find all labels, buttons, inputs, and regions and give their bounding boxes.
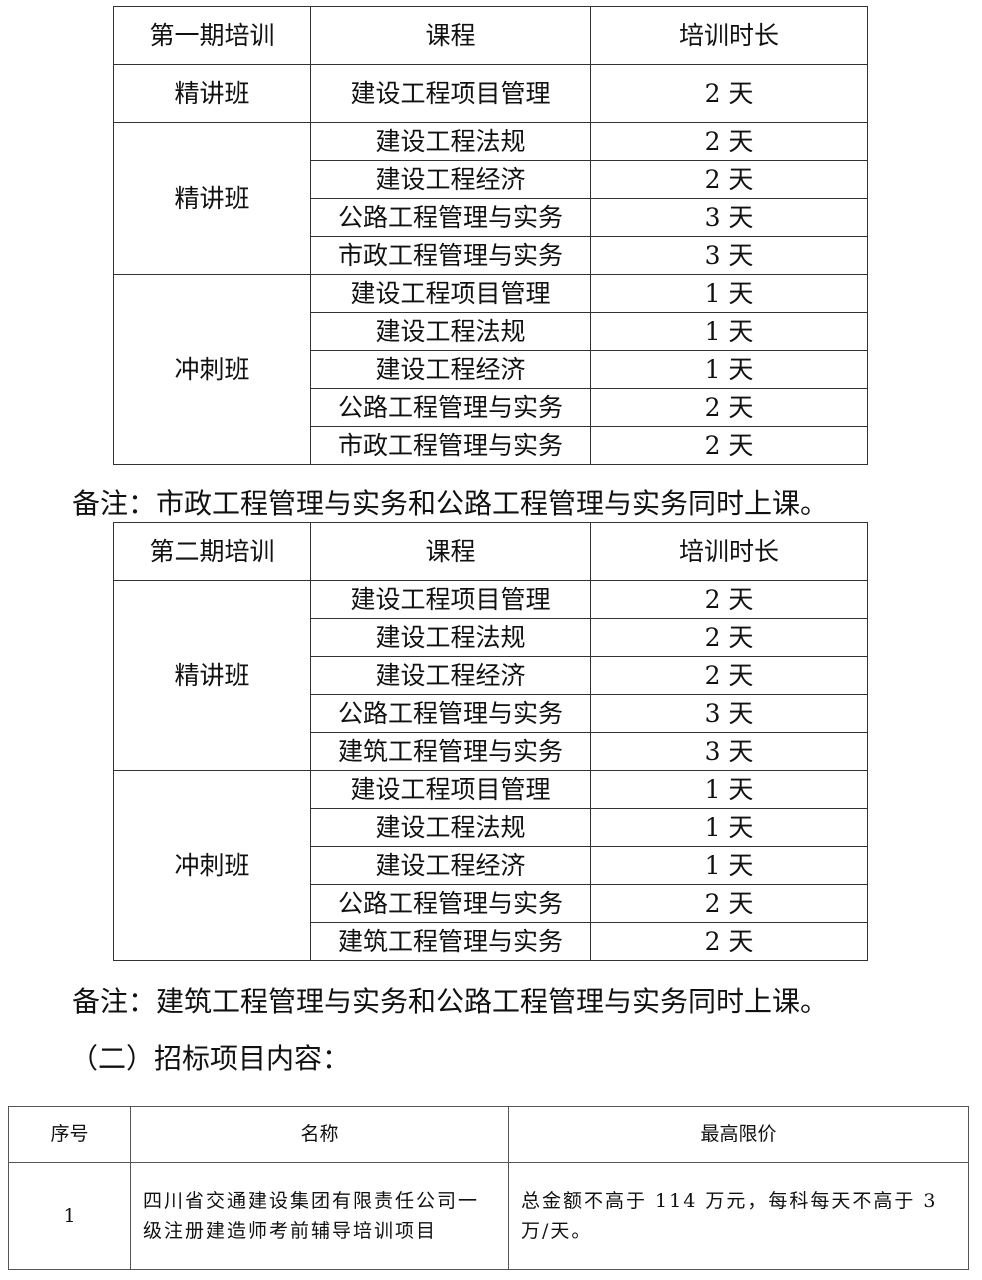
table-row: 建筑工程管理与实务 2 天 (114, 922, 868, 961)
course-cell: 市政工程管理与实务 (310, 236, 591, 275)
duration-cell: 1 天 (590, 350, 868, 389)
course-cell: 公路工程管理与实务 (310, 694, 591, 733)
course-cell: 建筑工程管理与实务 (310, 732, 591, 771)
table-row: 精讲班 建设工程项目管理 2 天 (113, 580, 868, 771)
duration-cell: 1 天 (590, 770, 868, 809)
course-cell: 公路工程管理与实务 (310, 388, 591, 427)
table-row: 公路工程管理与实务 2 天 (114, 388, 868, 427)
duration-cell: 2 天 (590, 426, 868, 465)
header-index: 序号 (8, 1106, 131, 1163)
class-type-cell: 精讲班 (113, 580, 311, 771)
duration-cell: 1 天 (590, 274, 868, 313)
header-cell: 培训时长 (590, 6, 868, 65)
table-row: 冲刺班 建设工程项目管理 1 天 (113, 274, 868, 465)
class-type-cell: 精讲班 (113, 122, 311, 275)
first-phase-training-table: 第一期培训 课程 培训时长 精讲班 建设工程项目管理 2 天精讲班 建设工程法规 2 天建设工… (113, 6, 868, 465)
header-name: 名称 (130, 1106, 509, 1163)
table-row: 建设工程经济 1 天 (114, 350, 868, 389)
row-index: 1 (8, 1162, 131, 1270)
table-row: 建筑工程管理与实务 3 天 (114, 732, 868, 771)
course-cell: 公路工程管理与实务 (310, 198, 591, 237)
row-name: 四川省交通建设集团有限责任公司一级注册建造师考前辅导培训项目 (130, 1162, 509, 1270)
duration-cell: 2 天 (590, 618, 868, 657)
section-heading: （二）招标项目内容： (70, 1042, 351, 1075)
course-cell: 建设工程项目管理 (310, 770, 591, 809)
duration-cell: 2 天 (590, 388, 868, 427)
course-cell: 建设工程法规 (310, 808, 591, 847)
course-cell: 建设工程项目管理 (310, 274, 591, 313)
header-cell: 课程 (310, 6, 591, 65)
duration-cell: 3 天 (590, 694, 868, 733)
duration-cell: 2 天 (590, 656, 868, 695)
table-row: 建设工程经济 2 天 (114, 656, 868, 695)
duration-cell: 2 天 (590, 580, 868, 619)
row-max-price: 总金额不高于 114 万元，每科每天不高于 3 万/天。 (508, 1162, 969, 1270)
duration-cell: 3 天 (590, 732, 868, 771)
header-cell: 课程 (310, 522, 591, 581)
duration-cell: 1 天 (590, 846, 868, 885)
table-row: 公路工程管理与实务 3 天 (114, 694, 868, 733)
course-cell: 建设工程项目管理 (310, 64, 591, 123)
course-cell: 建设工程经济 (310, 846, 591, 885)
table-row: 公路工程管理与实务 2 天 (114, 884, 868, 923)
header-max-price: 最高限价 (508, 1106, 969, 1163)
duration-cell: 3 天 (590, 198, 868, 237)
course-cell: 建设工程经济 (310, 656, 591, 695)
duration-cell: 1 天 (590, 808, 868, 847)
table-row: 建设工程法规 2 天 (114, 618, 868, 657)
tender-project-table: 序号 名称 最高限价 1 四川省交通建设集团有限责任公司一级注册建造师考前辅导培训项目… (8, 1106, 969, 1270)
header-cell: 第一期培训 (113, 6, 311, 65)
table-row: 建设工程经济 2 天 (114, 160, 868, 199)
course-cell: 建设工程经济 (310, 350, 591, 389)
duration-cell: 2 天 (590, 922, 868, 961)
course-cell: 建设工程法规 (310, 122, 591, 161)
duration-cell: 2 天 (590, 64, 868, 123)
table-row: 冲刺班 建设工程项目管理 1 天 (113, 770, 868, 961)
duration-cell: 2 天 (590, 122, 868, 161)
note-2: 备注：建筑工程管理与实务和公路工程管理与实务同时上课。 (72, 985, 829, 1018)
course-cell: 公路工程管理与实务 (310, 884, 591, 923)
course-cell: 建设工程法规 (310, 312, 591, 351)
note-1: 备注：市政工程管理与实务和公路工程管理与实务同时上课。 (72, 487, 829, 520)
class-type-cell: 精讲班 (113, 64, 311, 123)
header-cell: 培训时长 (590, 522, 868, 581)
second-phase-training-table: 第二期培训 课程 培训时长 精讲班 建设工程项目管理 2 天建设工程法规 2 天建设工程经济… (113, 522, 868, 961)
course-cell: 建设工程法规 (310, 618, 591, 657)
duration-cell: 2 天 (590, 884, 868, 923)
duration-cell: 3 天 (590, 236, 868, 275)
course-cell: 建设工程经济 (310, 160, 591, 199)
course-cell: 建筑工程管理与实务 (310, 922, 591, 961)
table-row: 建设工程法规 1 天 (114, 808, 868, 847)
class-type-cell: 冲刺班 (113, 274, 311, 465)
course-cell: 建设工程项目管理 (310, 580, 591, 619)
header-cell: 第二期培训 (113, 522, 311, 581)
table-row: 建设工程经济 1 天 (114, 846, 868, 885)
course-cell: 市政工程管理与实务 (310, 426, 591, 465)
table-row: 精讲班 建设工程项目管理 2 天 (113, 64, 868, 123)
table-row: 精讲班 建设工程法规 2 天 (113, 122, 868, 275)
duration-cell: 1 天 (590, 312, 868, 351)
duration-cell: 2 天 (590, 160, 868, 199)
table-row: 1 四川省交通建设集团有限责任公司一级注册建造师考前辅导培训项目 总金额不高于 11… (8, 1162, 969, 1270)
class-type-cell: 冲刺班 (113, 770, 311, 961)
table-row: 市政工程管理与实务 2 天 (114, 426, 868, 465)
